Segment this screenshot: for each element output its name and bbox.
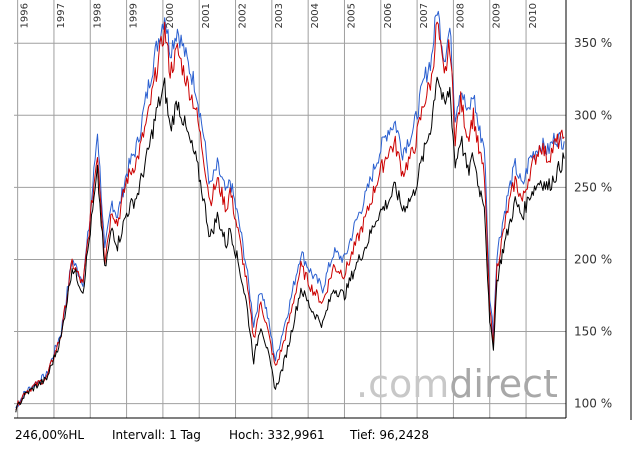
x-tick-label: 2010	[528, 3, 539, 28]
x-tick-label: 2008	[455, 3, 466, 28]
y-tick-label: 100 %	[574, 397, 612, 411]
x-tick-label: 2002	[238, 3, 249, 28]
x-tick-label: 2005	[346, 3, 357, 28]
watermark-direct: direct	[449, 362, 558, 406]
series-line-red	[15, 21, 565, 411]
y-tick-label: 150 %	[574, 325, 612, 339]
x-tick-label: 2001	[201, 3, 212, 28]
series-line-blue	[15, 10, 565, 409]
x-tick-label: 2004	[310, 3, 321, 28]
x-tick-label: 2009	[492, 3, 503, 28]
x-tick-label: 2003	[274, 3, 285, 28]
x-tick-label: 2007	[419, 3, 430, 28]
y-tick-label: 200 %	[574, 252, 612, 266]
x-tick-label: 2000	[165, 3, 176, 28]
y-tick-label: 350 %	[574, 36, 612, 50]
watermark-dot: .	[356, 362, 368, 406]
footer-low: Tief: 96,2428	[350, 428, 429, 442]
y-tick-label: 300 %	[574, 108, 612, 122]
x-tick-label: 1996	[20, 3, 31, 28]
watermark-com: com	[368, 362, 449, 406]
watermark-logo: .comdirect	[356, 362, 558, 406]
footer-performance: 246,00%HL	[15, 428, 85, 442]
series-line-black	[15, 76, 565, 413]
x-tick-label: 1998	[92, 3, 103, 28]
chart-plot: .comdirect 100 % 150 % 200 % 250 % 300 % 350 …	[14, 0, 632, 420]
chart-footer: 246,00%HL Intervall: 1 Tag Hoch: 332,996…	[0, 420, 632, 456]
y-tick-label: 250 %	[574, 180, 612, 194]
x-tick-label: 1999	[129, 3, 140, 28]
footer-interval: Intervall: 1 Tag	[112, 428, 201, 442]
x-tick-label: 2006	[383, 3, 394, 28]
x-tick-label: 1997	[56, 3, 67, 28]
footer-high: Hoch: 332,9961	[229, 428, 325, 442]
